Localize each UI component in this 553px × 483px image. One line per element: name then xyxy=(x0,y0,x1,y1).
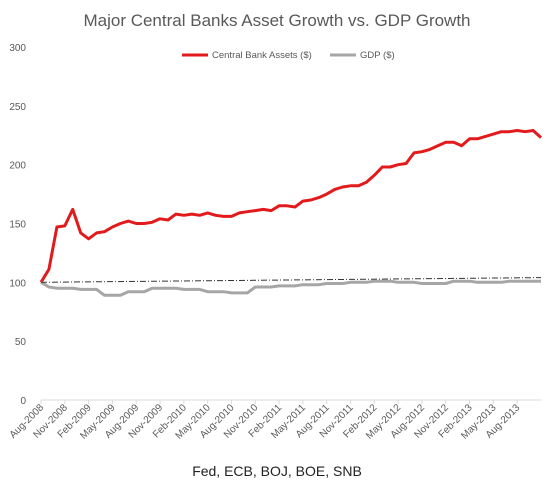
y-tick-label: 250 xyxy=(9,102,26,113)
x-axis-ticks: Aug-2008Nov-2008Feb-2009May-2009Aug-2009… xyxy=(8,400,523,442)
legend-label-central-bank-assets: Central Bank Assets ($) xyxy=(212,50,312,61)
x-axis-label: Fed, ECB, BOJ, BOE, SNB xyxy=(192,463,362,479)
legend-label-gdp: GDP ($) xyxy=(360,50,395,61)
series-line-gdp xyxy=(40,279,541,297)
reference-trend-line xyxy=(40,277,542,283)
legend: Central Bank Assets ($) GDP ($) xyxy=(182,50,395,61)
y-tick-label: 50 xyxy=(15,337,27,348)
y-tick-label: 0 xyxy=(20,396,26,407)
y-tick-label: 200 xyxy=(9,161,26,172)
y-tick-label: 150 xyxy=(9,220,26,231)
series-group xyxy=(39,129,543,297)
y-tick-label: 100 xyxy=(9,278,26,289)
y-tick-label: 300 xyxy=(9,43,26,54)
y-axis-ticks: 0 50 100 150 200 250 300 xyxy=(9,43,26,407)
series-line-central-bank-assets xyxy=(39,129,543,284)
chart-title: Major Central Banks Asset Growth vs. GDP… xyxy=(83,11,470,30)
